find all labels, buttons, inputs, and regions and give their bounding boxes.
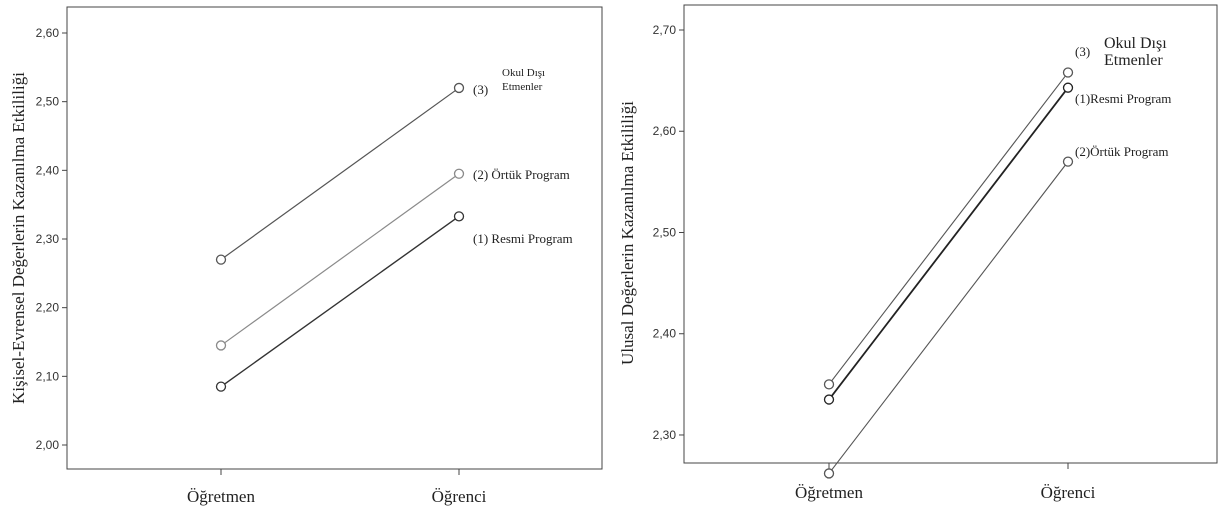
series-label-okul-num: (3)	[1075, 44, 1090, 59]
data-point	[823, 394, 835, 405]
x-tick-label: Öğretmen	[795, 483, 863, 502]
chart-left: 2,00 2,10 2,20 2,30 2,40 2,50 2,60 Öğretmen Öğr…	[0, 0, 612, 516]
series-points	[215, 82, 465, 392]
data-point	[453, 168, 465, 179]
data-point	[823, 468, 835, 479]
x-axis: Öğretmen Öğrenci	[795, 463, 1096, 502]
data-point	[215, 340, 227, 351]
x-tick-label: Öğrenci	[1041, 483, 1096, 502]
y-tick-label: 2,50	[36, 95, 60, 109]
y-tick-label: 2,60	[36, 26, 60, 40]
series-line	[220, 87, 460, 261]
series-line	[828, 161, 1069, 474]
series-label-okul-num: (3)	[473, 82, 488, 97]
data-point	[215, 381, 227, 392]
series-line	[220, 173, 460, 346]
y-tick-label: 2,10	[36, 369, 60, 383]
series-label-okul-line2: Etmenler	[502, 81, 543, 93]
series-line	[828, 72, 1069, 385]
data-point	[1062, 67, 1074, 78]
plot-frame	[66, 6, 603, 470]
y-tick-label: 2,30	[36, 232, 60, 246]
y-tick-label: 2,40	[36, 163, 60, 177]
y-tick-label: 2,30	[653, 428, 677, 442]
y-tick-label: 2,70	[653, 23, 677, 37]
x-tick-label: Öğretmen	[187, 487, 255, 506]
y-axis: 2,30 2,40 2,50 2,60 2,70	[653, 23, 684, 442]
data-point	[1062, 156, 1074, 167]
chart-right: 2,30 2,40 2,50 2,60 2,70 Öğretmen Öğrenci Ulu…	[612, 0, 1225, 516]
y-axis-label: Kişisel-Evrensel Değerlerin Kazanılma Et…	[9, 72, 28, 404]
data-point	[453, 82, 465, 94]
series-lines	[828, 72, 1069, 474]
data-point	[1062, 82, 1074, 93]
chart-left-svg: 2,002,102,202,302,402,502,60 Öğretmen Öğr…	[9, 6, 603, 506]
series-label-okul-line1: Okul Dışı	[502, 67, 545, 79]
y-axis: 2,00 2,10 2,20 2,30 2,40 2,50 2,60	[36, 26, 67, 452]
x-tick-label: Öğrenci	[432, 487, 487, 506]
y-axis-label: Ulusal Değerlerin Kazanılma Etkililiği	[618, 101, 637, 365]
series-label-ortuk: (2)Örtük Program	[1075, 144, 1169, 159]
plot-frame	[683, 4, 1218, 464]
y-tick-label: 2,60	[653, 124, 677, 138]
series-label-resmi: (1)Resmi Program	[1075, 91, 1171, 106]
data-point	[215, 254, 227, 265]
series-label-ortuk: (2) Örtük Program	[473, 167, 570, 182]
series-line	[220, 215, 460, 388]
series-label-resmi: (1) Resmi Program	[473, 231, 573, 246]
data-point	[823, 379, 835, 390]
series-label-okul-line2: Etmenler	[1104, 52, 1163, 69]
y-tick-label: 2,00	[36, 438, 60, 452]
series-points	[823, 67, 1074, 479]
series-line	[828, 87, 1069, 401]
y-tick-label: 2,40	[653, 327, 677, 341]
series-lines	[220, 87, 460, 388]
x-axis: Öğretmen Öğrenci	[187, 469, 487, 506]
y-tick-label: 2,50	[653, 225, 677, 239]
data-point	[453, 211, 465, 222]
chart-right-svg: 2,30 2,40 2,50 2,60 2,70 Öğretmen Öğrenci Ulu…	[618, 4, 1218, 502]
series-label-okul-line1: Okul Dışı	[1104, 35, 1167, 52]
y-tick-label: 2,20	[36, 301, 60, 315]
